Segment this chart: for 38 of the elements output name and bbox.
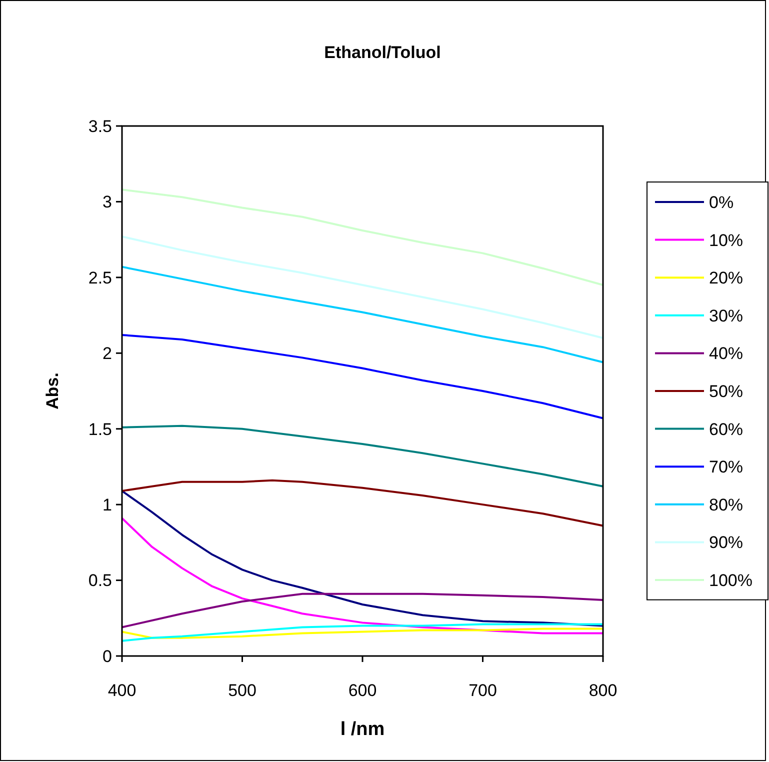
x-tick-label: 700 [468, 681, 497, 700]
x-tick-label: 500 [228, 681, 256, 700]
line-series [121, 592, 604, 628]
y-axis-title: Abs. [43, 372, 62, 410]
x-axis-title: l /nm [340, 719, 385, 740]
chart-title: Ethanol/Toluol [324, 43, 441, 62]
line-series [121, 188, 604, 286]
x-tick-label: 400 [108, 681, 136, 700]
legend-label: 60% [709, 420, 744, 439]
y-tick-label: 1.5 [88, 420, 112, 439]
line-series [121, 490, 604, 627]
x-tick-label: 800 [588, 681, 618, 700]
y-tick-label: 2 [102, 344, 112, 364]
legend-label: 0% [709, 192, 734, 212]
line-series [121, 479, 604, 527]
line-series [121, 628, 604, 639]
legend-label: 80% [709, 495, 744, 514]
legend-label: 70% [709, 458, 744, 477]
line-series [121, 623, 604, 642]
line-series [121, 517, 604, 634]
legend-label: 30% [709, 306, 744, 326]
line-series [121, 236, 604, 339]
line-series [121, 424, 604, 488]
y-tick-label: 0 [102, 646, 112, 666]
y-tick-label: 3 [102, 192, 112, 212]
line-series [121, 266, 604, 364]
legend-label: 50% [709, 382, 744, 401]
line-series [121, 334, 604, 420]
legend-label: 10% [709, 230, 744, 250]
legend-label: 100% [709, 570, 752, 590]
y-tick-label: 2.5 [88, 268, 112, 288]
legend-label: 40% [709, 344, 744, 364]
legend-label: 90% [709, 533, 744, 552]
y-tick-label: 3.5 [88, 116, 112, 136]
x-tick-label: 600 [348, 681, 377, 700]
y-tick-label: 0.5 [88, 571, 112, 590]
y-tick-label: 1 [102, 496, 112, 515]
legend-label: 20% [709, 268, 744, 288]
